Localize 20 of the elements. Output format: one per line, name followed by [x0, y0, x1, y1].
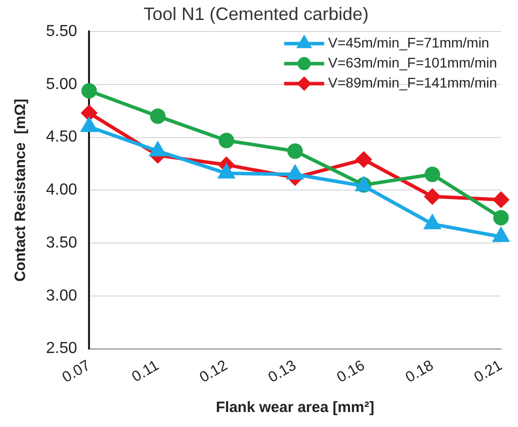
x-tick-label: 0.11	[129, 356, 162, 386]
x-tick-label: 0.07	[59, 356, 94, 386]
legend-label: V=89m/min_F=141mm/min	[328, 74, 498, 90]
legend-label: V=45m/min_F=71mm/min	[328, 34, 490, 50]
chart-title: Tool N1 (Cemented carbide)	[143, 4, 369, 24]
y-tick-label: 2.50	[46, 340, 78, 358]
x-tick-label: 0.13	[265, 356, 300, 386]
x-tick-label: 0.18	[402, 356, 436, 386]
y-tick-label: 3.00	[46, 287, 78, 304]
x-tick-label: 0.12	[196, 356, 230, 386]
y-tick-label: 4.00	[46, 182, 78, 199]
y-tick-label: 5.00	[46, 76, 78, 93]
legend-label: V=63m/min_F=101mm/min	[328, 54, 498, 70]
x-tick-label: 0.16	[334, 356, 368, 386]
x-tick-label: 0.21	[471, 356, 506, 386]
x-axis-title: Flank wear area [mm²]	[216, 399, 374, 416]
y-tick-label: 5.50	[46, 23, 78, 40]
y-axis-title: Contact Resistance [mΩ]	[12, 98, 30, 282]
y-tick-label: 4.50	[46, 128, 78, 146]
y-tick-label: 3.50	[46, 234, 78, 252]
